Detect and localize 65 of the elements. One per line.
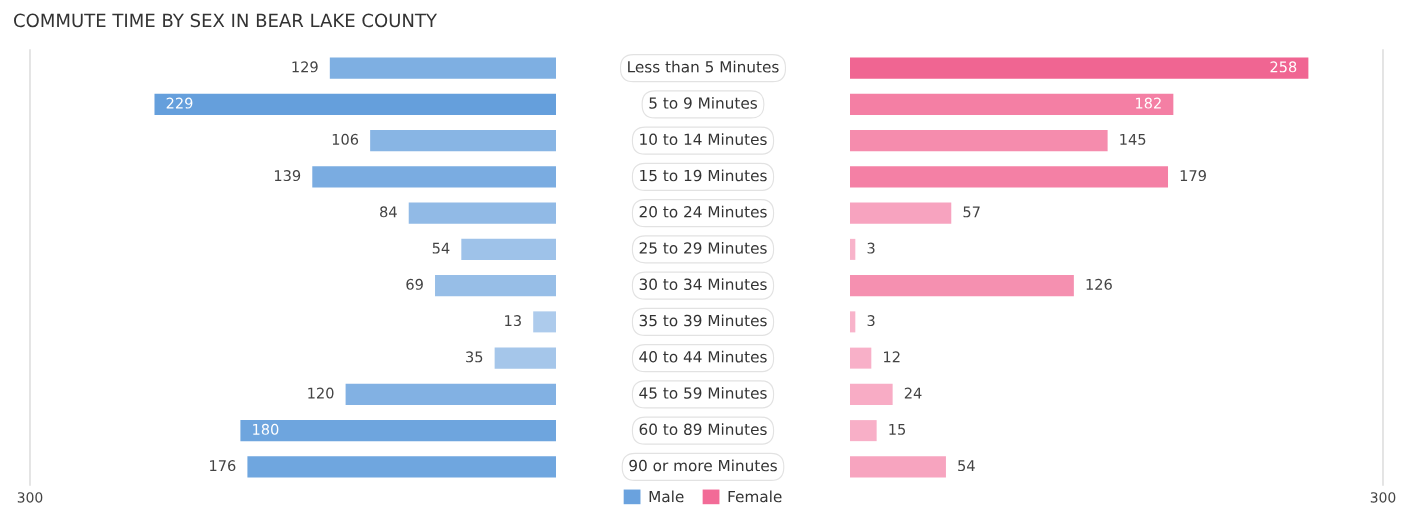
data-label: 129 <box>292 61 318 73</box>
data-label: 139 <box>274 170 301 182</box>
data-label: 180 <box>253 423 279 435</box>
bar <box>370 130 556 152</box>
data-label: 179 <box>1180 170 1206 182</box>
bar <box>494 347 556 369</box>
legend-label: Female <box>728 490 782 503</box>
data-label: 3 <box>867 315 875 327</box>
y-tick-label: 20 to 24 Minutes <box>639 205 767 218</box>
y-tick-label: 5 to 9 Minutes <box>649 96 757 109</box>
data-label: 182 <box>1136 97 1161 109</box>
bar <box>850 238 856 260</box>
data-label: 15 <box>889 424 906 435</box>
data-label: 35 <box>466 351 483 363</box>
data-label: 3 <box>867 242 875 254</box>
data-label: 126 <box>1086 278 1112 290</box>
y-tick-label: Less than 5 Minutes <box>628 60 779 73</box>
x-tick-label: 300 <box>1370 492 1396 503</box>
x-tick-label: 300 <box>17 492 43 503</box>
bar <box>329 57 556 79</box>
y-tick-label: 90 or more Minutes <box>629 459 777 472</box>
bar <box>461 238 556 260</box>
bar <box>247 456 556 478</box>
data-label: 54 <box>958 460 975 472</box>
bar <box>240 420 556 442</box>
bar <box>345 383 556 405</box>
bar <box>850 311 856 333</box>
bar <box>850 93 1174 115</box>
data-label: 258 <box>1270 61 1297 73</box>
bar <box>850 130 1108 152</box>
bar <box>312 166 556 188</box>
y-tick-label: 35 to 39 Minutes <box>639 314 767 327</box>
bar <box>850 275 1074 297</box>
data-label: 24 <box>904 387 922 399</box>
data-label: 229 <box>166 97 193 109</box>
bar <box>850 57 1309 79</box>
data-label: 54 <box>432 242 450 254</box>
bar <box>850 166 1169 188</box>
y-tick-label: 25 to 29 Minutes <box>639 241 767 254</box>
bar <box>850 456 946 478</box>
data-label: 12 <box>884 351 900 363</box>
data-label: 176 <box>210 460 236 472</box>
y-tick-label: 60 to 89 Minutes <box>639 423 767 436</box>
y-tick-label: 45 to 59 Minutes <box>639 386 767 399</box>
y-tick-label: 10 to 14 Minutes <box>640 133 767 146</box>
data-label: 13 <box>505 315 521 327</box>
data-label: 145 <box>1120 134 1146 145</box>
bar <box>850 347 872 369</box>
legend-label: Male <box>649 490 684 503</box>
y-tick-label: 40 to 44 Minutes <box>639 350 767 363</box>
data-label: 69 <box>406 278 423 290</box>
bar <box>850 202 952 224</box>
data-label: 106 <box>332 133 359 145</box>
bar <box>435 275 556 297</box>
bar <box>533 311 556 333</box>
bar <box>154 93 556 115</box>
y-tick-label: 15 to 19 Minutes <box>640 169 767 182</box>
data-label: 84 <box>380 206 397 218</box>
chart-title: COMMUTE TIME BY SEX IN BEAR LAKE COUNTY <box>14 13 438 28</box>
bar <box>850 420 877 442</box>
data-label: 120 <box>308 387 334 399</box>
data-label: 57 <box>963 206 980 218</box>
bar <box>850 383 893 405</box>
y-tick-label: 30 to 34 Minutes <box>639 278 767 291</box>
bar <box>408 202 556 224</box>
